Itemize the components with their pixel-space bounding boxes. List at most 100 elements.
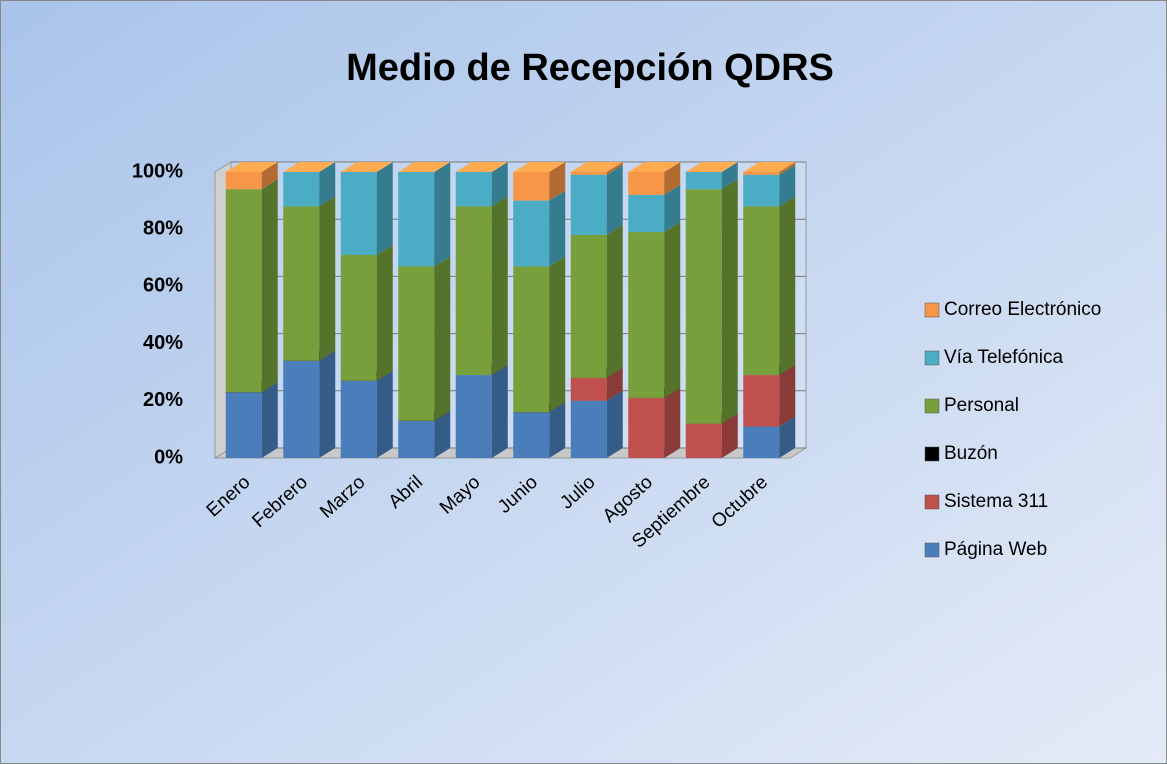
legend-swatch [924, 494, 940, 510]
bar-side [721, 413, 738, 458]
bar-side [779, 196, 796, 376]
bar-side [319, 162, 336, 207]
bar-front [570, 174, 607, 235]
bar-top [513, 162, 566, 172]
bar-front [685, 189, 722, 424]
bar-side [664, 387, 681, 458]
legend-label: Correo Electrónico [944, 299, 1101, 320]
bar-front [398, 420, 435, 458]
bar-front [685, 423, 722, 458]
bar-front [455, 375, 492, 458]
bar-side [434, 256, 451, 421]
bar-side [549, 190, 566, 267]
bar-top [455, 162, 508, 172]
bar-front [513, 200, 550, 267]
bar-side [606, 390, 623, 458]
bar-front [283, 206, 320, 361]
bar [513, 402, 566, 458]
bar-side [261, 179, 278, 393]
bar [685, 162, 738, 172]
bar-side [491, 196, 508, 376]
bar-side [549, 162, 566, 201]
y-tick-label: 100% [132, 160, 183, 182]
bar [398, 162, 451, 172]
bar [743, 162, 796, 175]
bar [570, 390, 623, 458]
bar-side [664, 184, 681, 233]
bar-front [398, 172, 435, 267]
legend-label: Página Web [944, 539, 1047, 560]
legend-label: Personal [944, 395, 1019, 416]
bar-side [721, 179, 738, 424]
bar [398, 256, 451, 421]
bar [283, 162, 336, 172]
bar-top [628, 162, 681, 172]
bar [398, 162, 451, 267]
bar-side [606, 367, 623, 401]
bar-front [340, 380, 377, 458]
legend-label: Sistema 311 [944, 491, 1048, 512]
bar [340, 162, 393, 255]
bar-front [570, 400, 607, 458]
bar-front [283, 360, 320, 458]
bar-front [570, 377, 607, 401]
bar [283, 196, 336, 361]
bar-front [513, 266, 550, 413]
legend-label: Vía Telefónica [944, 347, 1063, 368]
bar-side [549, 256, 566, 413]
bar-top [398, 162, 451, 172]
bar [283, 350, 336, 458]
bar-front [628, 172, 665, 195]
bar-side [606, 164, 623, 235]
bar-front [455, 206, 492, 376]
bar [628, 222, 681, 398]
y-tick-label: 20% [143, 389, 183, 411]
bar-side [319, 350, 336, 458]
bar-front [225, 189, 262, 393]
legend-label: Buzón [944, 443, 998, 464]
bar-side [261, 162, 278, 190]
bar [340, 244, 393, 381]
bar [455, 365, 508, 458]
bar-top [570, 162, 623, 172]
bar-side [721, 162, 738, 190]
bar-side [664, 162, 681, 195]
bar-front [685, 172, 722, 190]
bar [513, 162, 566, 201]
bar-side [261, 382, 278, 458]
bar [628, 387, 681, 458]
bar-side [779, 164, 796, 207]
bar [513, 190, 566, 267]
bar-front [340, 254, 377, 381]
bar-front [340, 172, 377, 255]
bar-front [225, 392, 262, 458]
bar-top [283, 162, 336, 172]
bar [340, 162, 393, 172]
chart-title: Medio de Recepción QDRS [346, 47, 834, 89]
bar [455, 196, 508, 376]
bar-side [549, 402, 566, 458]
bar-front [225, 172, 262, 190]
y-tick-label: 40% [143, 332, 183, 354]
y-tick-label: 60% [143, 275, 183, 297]
bar-top [340, 162, 393, 172]
bar [570, 224, 623, 378]
bar [513, 256, 566, 413]
bar [225, 179, 278, 393]
legend-swatch [924, 350, 940, 366]
bar-front [743, 206, 780, 376]
bar-front [283, 172, 320, 207]
bar [225, 382, 278, 458]
bar-front [628, 232, 665, 398]
bar-side [779, 365, 796, 427]
bar-front [743, 174, 780, 207]
legend-swatch [924, 446, 940, 462]
bar-side [491, 162, 508, 207]
bar-side [606, 162, 623, 175]
bar-front [570, 234, 607, 378]
bar-top [225, 162, 278, 172]
bar-front [743, 426, 780, 458]
bar-front [513, 172, 550, 201]
legend-swatch [924, 302, 940, 318]
